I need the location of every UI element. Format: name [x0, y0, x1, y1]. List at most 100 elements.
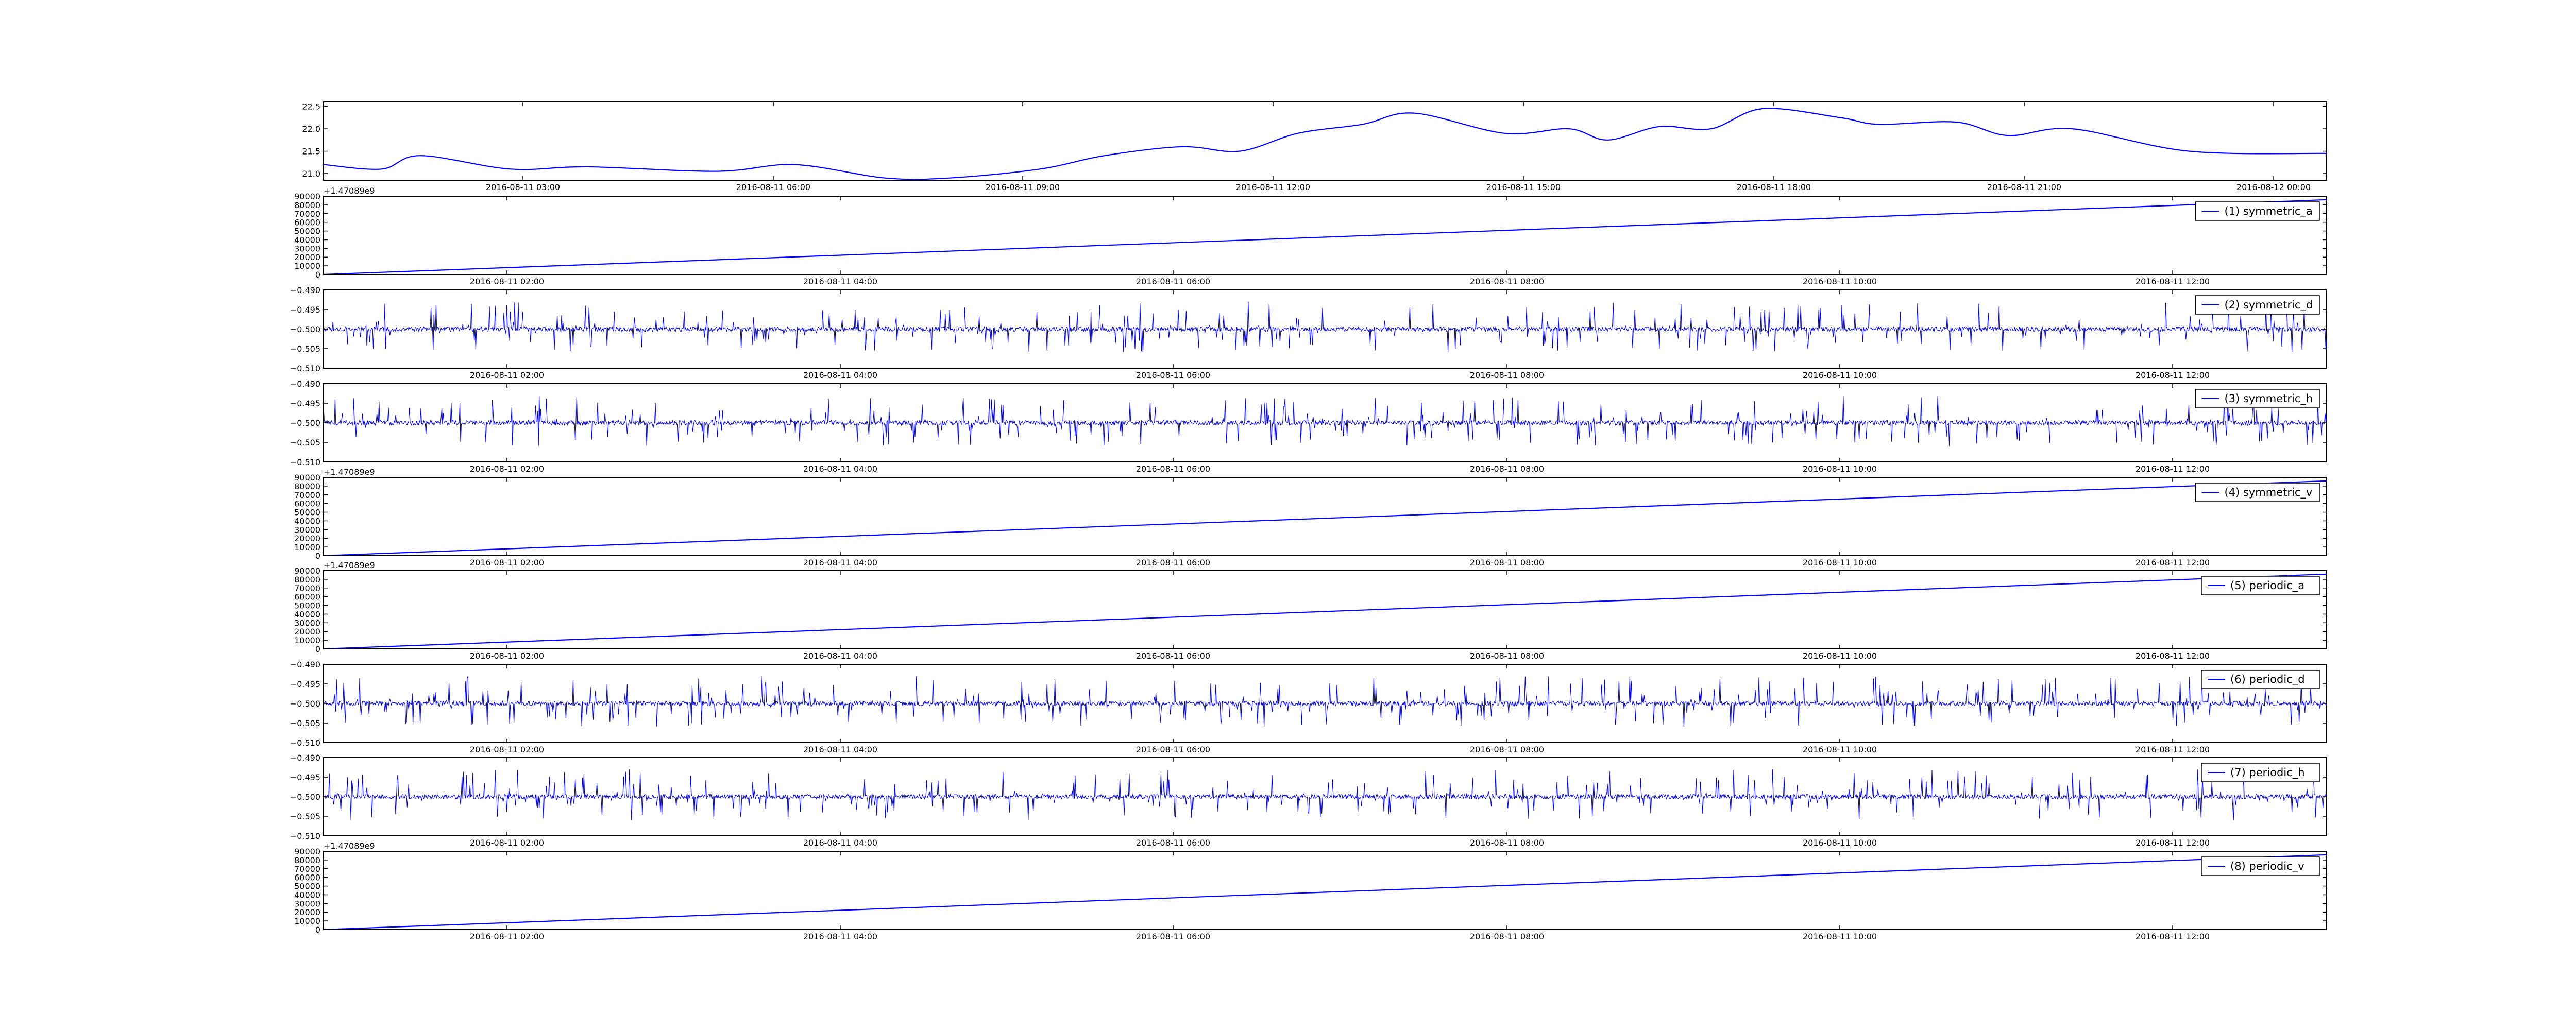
- y-tick-label: 10000: [294, 261, 320, 271]
- x-tick-label: 2016-08-11 12:00: [2136, 745, 2210, 754]
- series-line: [324, 854, 2327, 930]
- y-tick-label: 10000: [294, 636, 320, 645]
- y-tick-label: 50000: [294, 601, 320, 611]
- y-tick-label: 80000: [294, 482, 320, 491]
- signal-line: [324, 396, 2327, 446]
- y-tick-label: −0.495: [290, 399, 320, 408]
- y-tick-label: −0.490: [290, 379, 320, 389]
- signal-line: [324, 769, 2327, 820]
- x-tick-label: 2016-08-11 02:00: [470, 932, 544, 941]
- y-tick-label: 90000: [294, 473, 320, 483]
- legend: (7) periodic_h: [2201, 763, 2320, 782]
- legend: (1) symmetric_a: [2195, 201, 2320, 221]
- x-tick-label: 2016-08-11 08:00: [1470, 370, 1544, 380]
- panel-1: 2016-08-11 02:00 2016-08-11 04:00 2016-08-…: [294, 186, 2327, 286]
- y-tick-label: −0.505: [290, 718, 320, 728]
- legend-label: (5) periodic_a: [2230, 579, 2304, 592]
- y-offset-label: +1.47089e9: [324, 186, 375, 196]
- x-tick-label: 2016-08-11 06:00: [1136, 932, 1210, 941]
- x-tick-label: 2016-08-11 12:00: [2136, 558, 2210, 568]
- x-tick-label: 2016-08-11 10:00: [1803, 370, 1877, 380]
- legend: (6) periodic_d: [2201, 670, 2320, 689]
- x-tick-label: 2016-08-11 06:00: [736, 182, 810, 192]
- y-tick-label: −0.495: [290, 679, 320, 689]
- x-tick-label: 2016-08-11 10:00: [1803, 277, 1877, 286]
- x-tick-label: 2016-08-11 02:00: [470, 277, 544, 286]
- panel-3: 2016-08-11 02:00 2016-08-11 04:00 2016-08-…: [290, 379, 2327, 474]
- x-tick-label: 2016-08-11 21:00: [1987, 182, 2061, 192]
- y-tick-label: 70000: [294, 583, 320, 593]
- x-tick-label: 2016-08-11 03:00: [486, 182, 560, 192]
- x-tick-label: 2016-08-11 12:00: [1236, 182, 1310, 192]
- y-tick-label: −0.505: [290, 344, 320, 354]
- y-tick-label: 50000: [294, 882, 320, 891]
- y-tick-label: −0.500: [290, 792, 320, 802]
- x-tick-label: 2016-08-11 08:00: [1470, 745, 1544, 754]
- y-tick-label: 80000: [294, 855, 320, 865]
- y-tick-label: 0: [315, 925, 320, 935]
- y-tick-label: −0.505: [290, 438, 320, 448]
- y-tick-label: 70000: [294, 209, 320, 219]
- panel-4: 2016-08-11 02:00 2016-08-11 04:00 2016-08-…: [294, 467, 2327, 568]
- x-tick-label: 2016-08-11 08:00: [1470, 651, 1544, 661]
- panel-6: 2016-08-11 02:00 2016-08-11 04:00 2016-08-…: [290, 660, 2327, 754]
- legend-label: (6) periodic_d: [2230, 673, 2305, 686]
- y-tick-label: 70000: [294, 864, 320, 874]
- x-tick-label: 2016-08-11 04:00: [803, 745, 877, 754]
- x-tick-label: 2016-08-11 04:00: [803, 838, 877, 848]
- y-tick-label: 70000: [294, 490, 320, 500]
- y-tick-label: 0: [315, 644, 320, 654]
- series-line: [324, 199, 2327, 274]
- legend-label: (8) periodic_v: [2230, 860, 2304, 873]
- y-tick-label: 20000: [294, 907, 320, 917]
- x-tick-label: 2016-08-11 12:00: [2136, 651, 2210, 661]
- y-tick-label: −0.490: [290, 285, 320, 295]
- x-tick-label: 2016-08-11 02:00: [470, 651, 544, 661]
- legend: (3) symmetric_h: [2195, 389, 2320, 408]
- y-offset-label: +1.47089e9: [324, 560, 375, 570]
- x-tick-label: 2016-08-11 18:00: [1737, 182, 1811, 192]
- y-tick-label: −0.500: [290, 418, 320, 428]
- legend-label: (7) periodic_h: [2230, 766, 2305, 779]
- y-tick-label: 80000: [294, 200, 320, 210]
- y-tick-label: 21.0: [302, 169, 320, 179]
- y-tick-label: 20000: [294, 252, 320, 262]
- legend-label: (4) symmetric_v: [2225, 486, 2313, 499]
- y-tick-label: 30000: [294, 899, 320, 908]
- y-tick-label: 90000: [294, 192, 320, 201]
- y-tick-label: 60000: [294, 218, 320, 228]
- x-tick-label: 2016-08-11 04:00: [803, 370, 877, 380]
- signal-line: [324, 676, 2327, 727]
- panel-5: 2016-08-11 02:00 2016-08-11 04:00 2016-08-…: [294, 560, 2327, 661]
- y-tick-label: −0.510: [290, 364, 320, 373]
- y-tick-label: −0.495: [290, 305, 320, 315]
- axes-frame: [323, 851, 2327, 930]
- x-tick-label: 2016-08-11 12:00: [2136, 464, 2210, 474]
- y-offset-label: +1.47089e9: [324, 841, 375, 851]
- axes-frame: [323, 101, 2327, 181]
- x-tick-label: 2016-08-11 02:00: [470, 838, 544, 848]
- x-tick-label: 2016-08-11 06:00: [1136, 745, 1210, 754]
- axes-frame: [323, 477, 2327, 556]
- x-tick-label: 2016-08-11 04:00: [803, 932, 877, 941]
- y-tick-label: 40000: [294, 890, 320, 900]
- y-tick-label: 30000: [294, 618, 320, 628]
- legend: (5) periodic_a: [2201, 576, 2320, 595]
- y-tick-label: −0.505: [290, 812, 320, 821]
- y-tick-label: −0.510: [290, 738, 320, 748]
- y-tick-label: −0.500: [290, 699, 320, 709]
- legend: (2) symmetric_d: [2195, 295, 2320, 315]
- x-tick-label: 2016-08-11 02:00: [470, 464, 544, 474]
- x-tick-label: 2016-08-11 10:00: [1803, 464, 1877, 474]
- y-tick-label: 20000: [294, 534, 320, 543]
- y-tick-label: 40000: [294, 235, 320, 245]
- x-tick-label: 2016-08-11 12:00: [2136, 838, 2210, 848]
- y-tick-label: −0.490: [290, 660, 320, 670]
- x-tick-label: 2016-08-11 10:00: [1803, 558, 1877, 568]
- legend-label: (3) symmetric_h: [2225, 392, 2313, 405]
- x-tick-label: 2016-08-11 04:00: [803, 464, 877, 474]
- y-tick-label: −0.500: [290, 324, 320, 334]
- x-tick-label: 2016-08-11 06:00: [1136, 370, 1210, 380]
- y-tick-label: 10000: [294, 542, 320, 552]
- y-tick-label: 30000: [294, 244, 320, 253]
